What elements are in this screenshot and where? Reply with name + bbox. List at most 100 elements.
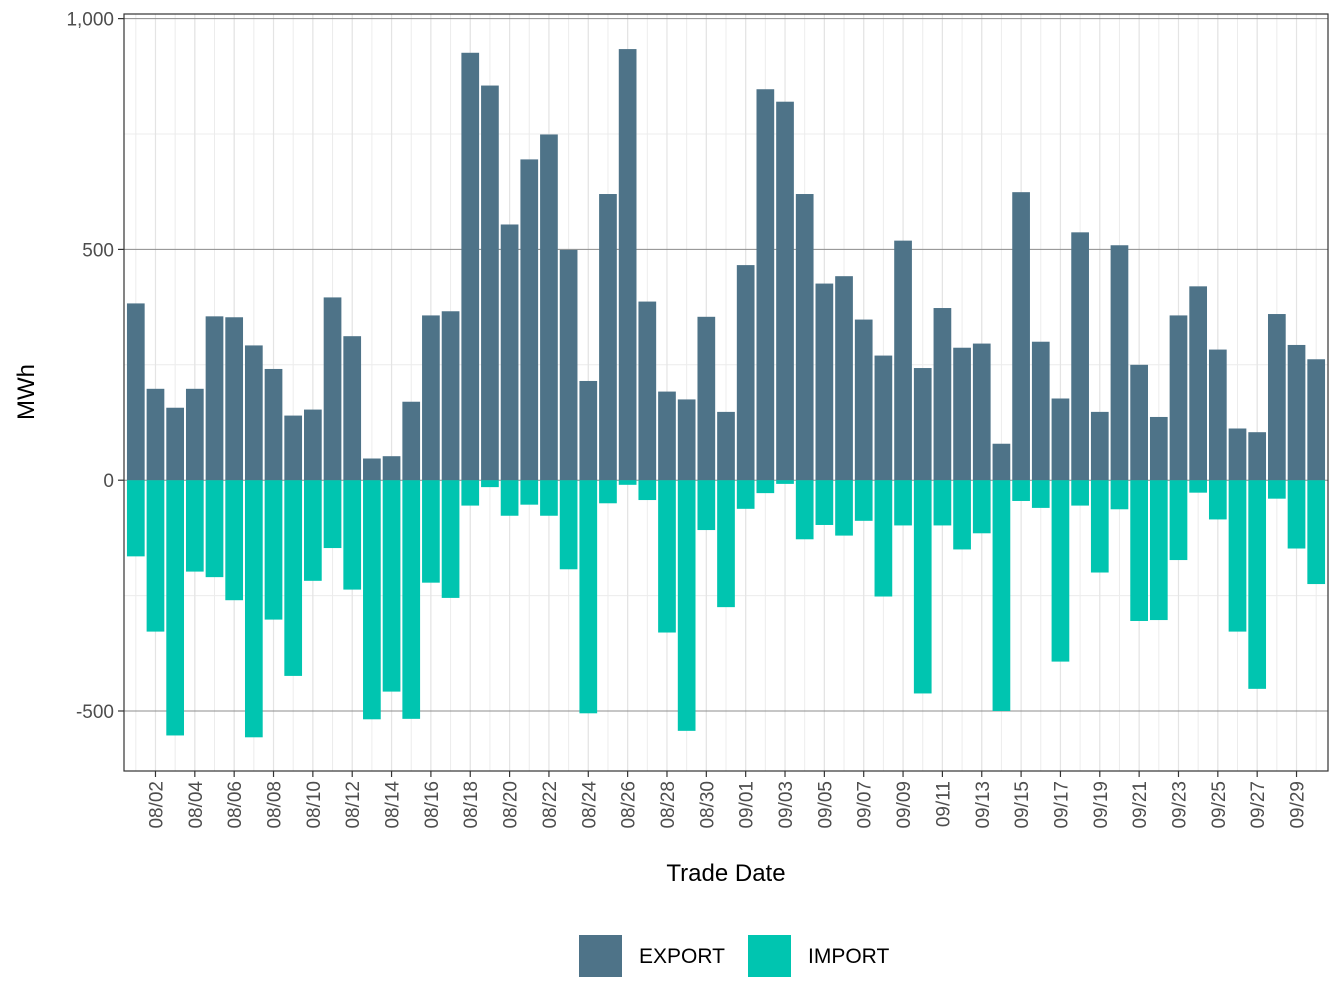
export-bar [500, 224, 519, 481]
x-axis: 08/02 08/04 08/06 08/08 08/10 08/12 08/14 08/16… [146, 771, 1309, 829]
legend-key-export [579, 935, 622, 977]
legend-key-import [748, 935, 791, 977]
x-tick-label: 09/09 [894, 781, 915, 829]
import-bar [1071, 480, 1089, 506]
export-bar [382, 456, 401, 481]
export-bar [736, 265, 755, 481]
import-bar [658, 480, 676, 633]
x-tick-label: 08/16 [422, 781, 443, 829]
import-bar [1051, 480, 1070, 662]
export-bar [166, 407, 185, 481]
import-bar [992, 480, 1011, 711]
export-bar [1287, 344, 1306, 481]
x-tick-label: 09/27 [1248, 781, 1269, 829]
import-bar [1090, 480, 1109, 573]
x-tick-label: 08/30 [697, 781, 718, 829]
export-bar [795, 194, 814, 481]
import-bar [1228, 480, 1247, 632]
import-bar [677, 480, 696, 731]
import-bar [579, 480, 598, 714]
import-bar [776, 480, 794, 484]
import-bar [244, 480, 263, 738]
import-bar [402, 480, 421, 719]
export-bar [1012, 192, 1030, 481]
export-bar [835, 276, 853, 481]
export-bar [618, 49, 637, 481]
export-bar [185, 388, 204, 481]
export-bar [1149, 416, 1168, 481]
import-bar [756, 480, 775, 494]
export-bar [225, 317, 244, 481]
export-bar [756, 89, 775, 481]
import-bar [225, 480, 244, 601]
x-tick-label: 09/25 [1209, 781, 1230, 829]
x-tick-label: 09/29 [1288, 781, 1309, 829]
x-tick-label: 09/17 [1051, 781, 1072, 829]
import-bar [520, 480, 539, 505]
import-bar [697, 480, 716, 531]
export-bar [677, 399, 696, 481]
import-bar [422, 480, 440, 583]
import-bar [441, 480, 460, 598]
x-tick-label: 08/02 [146, 781, 167, 829]
import-bar [599, 480, 617, 504]
x-tick-label: 09/07 [855, 781, 876, 829]
export-bar [1267, 314, 1286, 481]
import-bar [1208, 480, 1227, 520]
export-bar [638, 301, 657, 481]
export-bar [1228, 428, 1247, 481]
x-tick-label: 08/12 [343, 781, 364, 829]
export-bar [1071, 232, 1089, 481]
import-bar [304, 480, 322, 581]
export-bar [1090, 411, 1109, 481]
import-bar [382, 480, 401, 692]
import-bar [1307, 480, 1326, 585]
x-tick-label: 08/10 [304, 781, 325, 829]
x-tick-label: 08/22 [540, 781, 561, 829]
export-bar [1307, 359, 1326, 481]
import-bar [1267, 480, 1286, 499]
export-bar [1248, 432, 1267, 481]
import-bar [717, 480, 735, 608]
x-axis-title: Trade Date [666, 860, 785, 887]
import-bar [1189, 480, 1208, 493]
import-bar [1248, 480, 1267, 689]
export-bar [992, 443, 1011, 481]
export-bar [146, 388, 165, 481]
export-bar [894, 240, 912, 481]
legend: EXPORT IMPORT [579, 935, 889, 977]
export-bar [1208, 349, 1227, 481]
x-tick-label: 08/20 [501, 781, 522, 829]
import-bar [166, 480, 185, 736]
export-bar [1169, 315, 1188, 481]
export-bar [1110, 245, 1129, 481]
export-bar [579, 380, 598, 481]
export-bar [1189, 286, 1208, 481]
import-bar [500, 480, 519, 516]
import-bar [1287, 480, 1306, 549]
legend-label-import: IMPORT [808, 945, 889, 968]
export-bar [205, 316, 224, 481]
x-tick-label: 09/05 [815, 781, 836, 829]
import-bar [284, 480, 303, 676]
export-bar [422, 315, 440, 481]
import-bar [185, 480, 204, 572]
x-tick-label: 09/11 [933, 781, 954, 827]
y-axis: 1,000 500 0 -500 [66, 10, 124, 723]
import-bar [363, 480, 381, 720]
export-bar [1031, 341, 1050, 481]
export-bar [953, 347, 971, 481]
export-bar [126, 303, 145, 481]
import-bar [343, 480, 362, 590]
y-tick-label: 500 [82, 240, 114, 261]
x-tick-label: 08/24 [579, 781, 600, 829]
y-axis-title: MWh [13, 364, 40, 420]
y-tick-label: 1,000 [66, 10, 114, 31]
import-bar [736, 480, 755, 509]
export-bar [323, 297, 342, 481]
import-bar [1110, 480, 1129, 510]
import-bar [1149, 480, 1168, 621]
import-bar [854, 480, 873, 521]
import-bar [894, 480, 912, 526]
